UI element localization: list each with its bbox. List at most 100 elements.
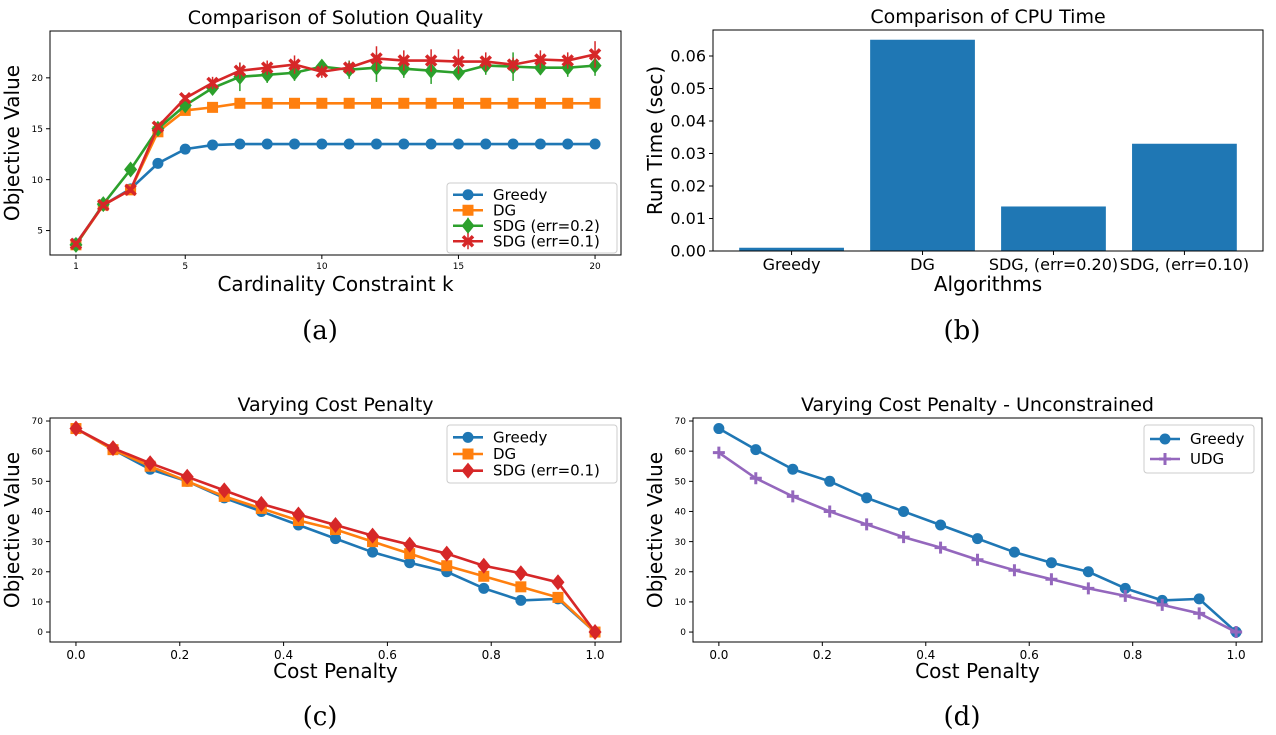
data-point (506, 58, 520, 71)
y-tick-label: 20 (32, 568, 44, 578)
data-point (330, 533, 341, 545)
data-point (315, 65, 329, 78)
y-axis-label: Run Time (sec) (643, 66, 667, 215)
y-tick-label: 0.01 (670, 209, 706, 228)
legend-label: Greedy (1190, 430, 1244, 448)
data-point (713, 423, 725, 435)
data-point (370, 138, 382, 150)
x-tick-label: 0.2 (813, 648, 832, 662)
data-point (178, 91, 192, 105)
data-point (179, 143, 191, 155)
x-tick-label: 15 (453, 262, 464, 272)
legend-marker (1159, 453, 1171, 465)
legend-marker (462, 189, 474, 201)
x-tick-label: 1.0 (585, 648, 604, 662)
y-tick-label: 40 (675, 508, 687, 518)
legend-marker (461, 217, 475, 234)
data-point (1008, 546, 1020, 558)
data-point (551, 574, 565, 591)
data-point (898, 505, 910, 517)
data-point (404, 557, 416, 569)
bar (739, 247, 844, 251)
x-tick-label: 0.6 (378, 648, 397, 662)
x-axis-label: Cost Penalty (915, 659, 1040, 683)
y-tick-label: 60 (32, 447, 44, 457)
legend-box (446, 424, 618, 484)
chart-2: Varying Cost Penalty Cost Penalty Objectiv… (0, 394, 622, 683)
legend-marker (461, 462, 475, 479)
data-point (291, 506, 305, 523)
y-tick-label: 30 (675, 538, 687, 548)
legend-marker (462, 448, 474, 460)
y-tick-label: 0.05 (670, 79, 706, 98)
legend-marker (462, 431, 474, 443)
x-tick-label: 10 (316, 262, 328, 272)
data-point (588, 48, 602, 61)
data-point (261, 138, 273, 150)
axes-frame (692, 417, 1263, 643)
data-point (787, 463, 799, 475)
data-point (1156, 598, 1169, 611)
data-point (260, 61, 274, 74)
y-tick-label: 40 (32, 508, 44, 518)
axes-frame (49, 417, 622, 643)
data-point (180, 468, 194, 485)
legend-label: DG (493, 445, 516, 463)
y-tick-label: 20 (675, 568, 687, 578)
data-point (478, 582, 490, 594)
axes-frame (49, 30, 622, 256)
y-tick-label: 15 (32, 125, 43, 135)
chart-title: Comparison of CPU Time (870, 6, 1105, 28)
y-tick-label: 0.00 (670, 242, 706, 261)
series-sdg-err-0-1- (69, 420, 602, 641)
x-tick-label: 0.8 (1123, 648, 1142, 662)
data-point (207, 139, 219, 151)
data-point (589, 97, 601, 109)
data-point (452, 138, 464, 150)
legend-label: SDG (err=0.2) (493, 217, 600, 235)
data-point (424, 54, 438, 67)
data-point (534, 97, 546, 109)
data-point (289, 138, 301, 150)
data-point (1082, 566, 1094, 578)
legend-box (1143, 424, 1255, 474)
data-point (206, 76, 219, 90)
chart-title: Comparison of Solution Quality (188, 7, 483, 29)
y-tick-label: 10 (32, 598, 44, 608)
y-tick-label: 0.02 (670, 177, 706, 196)
series-sdg-err-0-1- (69, 41, 602, 251)
series-greedy (713, 423, 1242, 638)
y-tick-label: 0.03 (670, 144, 706, 163)
data-point (897, 531, 910, 544)
data-point (233, 64, 247, 77)
data-point (370, 97, 382, 109)
data-point (217, 482, 231, 499)
y-tick-label: 0.06 (670, 47, 706, 66)
data-point (124, 183, 137, 197)
data-point (288, 58, 301, 71)
data-point (861, 492, 873, 504)
y-tick-label: 60 (675, 447, 687, 457)
data-point (935, 519, 947, 531)
legend-label: SDG (err=0.1) (493, 232, 600, 250)
caption-a: (a) (302, 316, 338, 346)
data-point (403, 536, 417, 553)
data-point (343, 138, 355, 150)
chart-1: Comparison of CPU Time Algorithms Run Time… (643, 6, 1264, 296)
y-tick-label: 5 (37, 227, 43, 237)
data-point (1193, 593, 1205, 605)
data-point (316, 138, 328, 150)
data-point (342, 61, 356, 74)
data-point (1119, 582, 1131, 594)
data-point (254, 495, 268, 512)
y-tick-label: 10 (32, 176, 44, 186)
data-point (441, 560, 453, 572)
data-point (234, 97, 246, 109)
y-tick-label: 10 (675, 598, 687, 608)
data-point (398, 138, 410, 150)
legend-label: Greedy (493, 428, 547, 446)
legend: Greedy UDG (1143, 424, 1255, 474)
data-point (514, 565, 528, 582)
